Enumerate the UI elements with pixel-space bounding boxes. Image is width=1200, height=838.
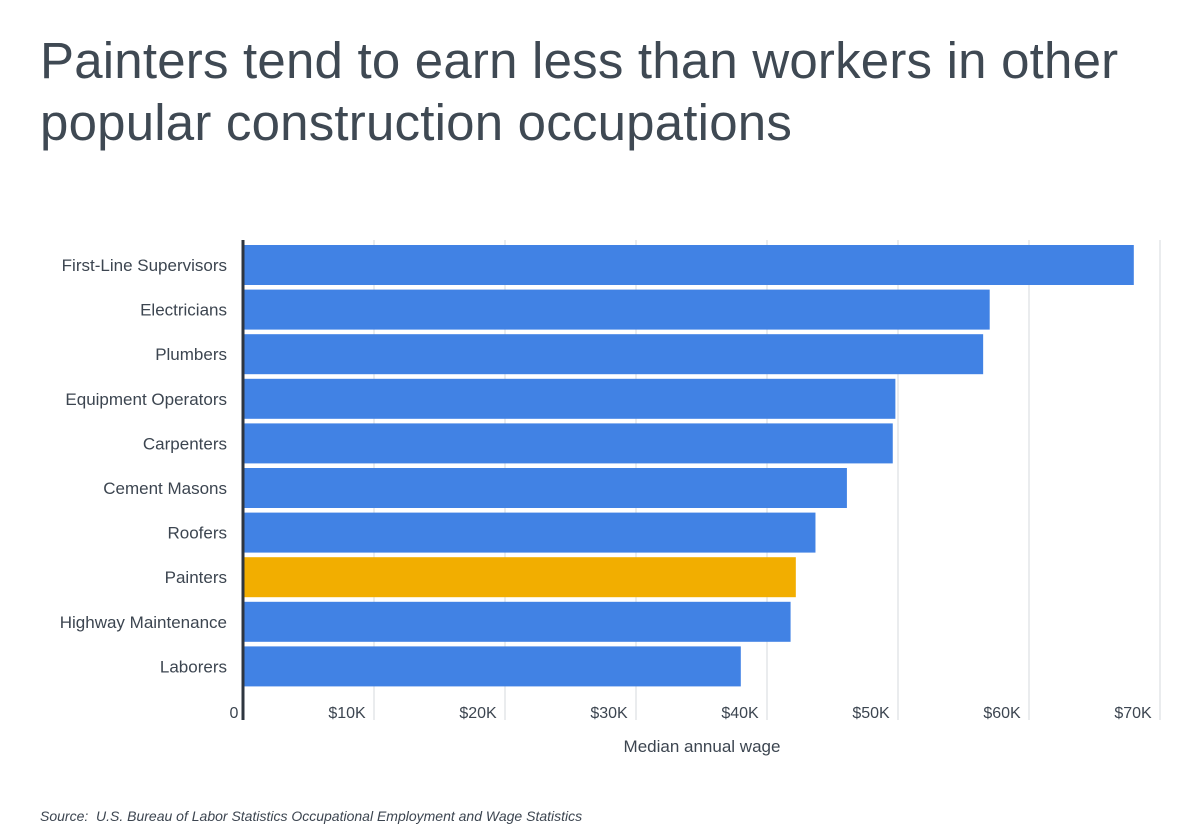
- bar-first-line-supervisors: [244, 245, 1134, 285]
- x-axis-title: Median annual wage: [624, 737, 781, 756]
- source-text: U.S. Bureau of Labor Statistics Occupati…: [96, 808, 583, 824]
- category-label: First-Line Supervisors: [62, 256, 227, 275]
- x-tick-label: $20K: [459, 705, 497, 722]
- source-label: Source:: [40, 808, 89, 824]
- x-tick-label: $50K: [852, 705, 890, 722]
- x-tick-labels: 0 $10K $20K $30K $40K $50K $60K $70K: [230, 705, 1152, 722]
- category-label: Roofers: [167, 524, 227, 543]
- bar-highway-maintenance: [244, 601, 791, 642]
- category-label: Highway Maintenance: [60, 613, 227, 632]
- bar-equipment-operators: [244, 378, 896, 419]
- bar-carpenters: [244, 423, 893, 464]
- x-tick-label: $40K: [721, 705, 759, 722]
- x-tick-label: $30K: [590, 705, 628, 722]
- x-tick-label: $70K: [1114, 705, 1152, 722]
- category-label: Electricians: [140, 301, 227, 320]
- x-tick-label: $60K: [983, 705, 1021, 722]
- category-label: Cement Masons: [103, 479, 227, 498]
- category-label: Plumbers: [155, 345, 227, 364]
- category-labels: First-Line Supervisors Electricians Plumbe…: [60, 256, 227, 676]
- category-label: Equipment Operators: [65, 390, 227, 409]
- bar-electricians: [244, 289, 990, 330]
- bars: [244, 245, 1134, 687]
- chart-title: Painters tend to earn less than workers …: [40, 32, 1119, 151]
- bar-painters: [244, 557, 796, 598]
- source-note: Source: U.S. Bureau of Labor Statistics …: [40, 808, 582, 824]
- bar-cement-masons: [244, 468, 847, 508]
- category-label: Carpenters: [143, 434, 227, 453]
- category-label: Laborers: [160, 657, 227, 676]
- bar-roofers: [244, 512, 816, 553]
- category-label: Painters: [165, 568, 227, 587]
- bar-laborers: [244, 646, 741, 687]
- bar-plumbers: [244, 334, 984, 375]
- x-tick-label: $10K: [328, 705, 366, 722]
- x-tick-label: 0: [230, 705, 239, 722]
